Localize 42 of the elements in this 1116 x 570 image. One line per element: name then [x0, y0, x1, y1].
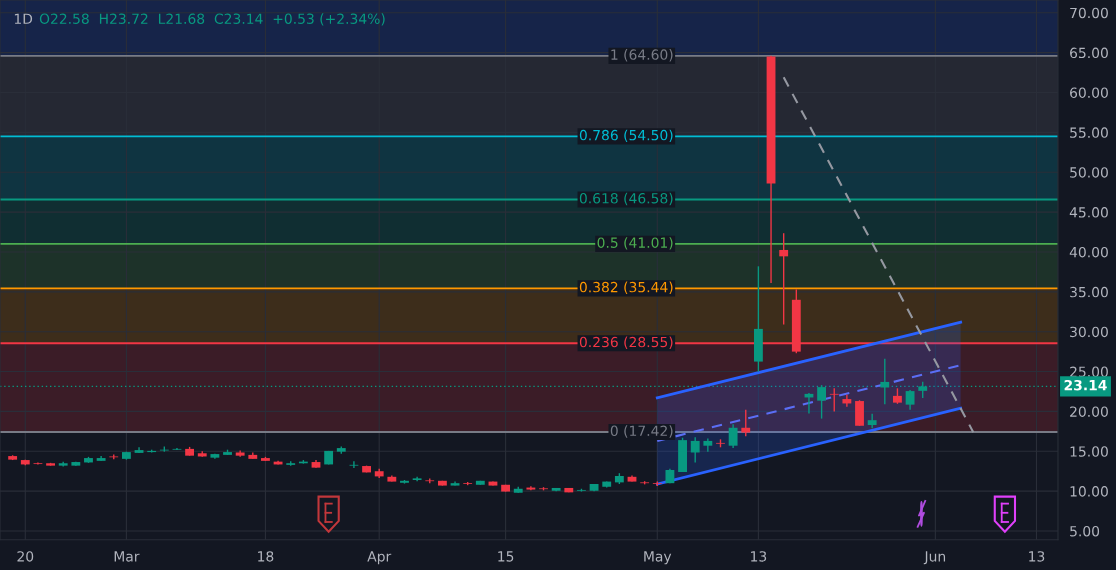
- ref-line-label: 0.236 (28.55): [579, 336, 673, 349]
- y-tick-label: 70.00: [1070, 7, 1108, 19]
- ref-line-label: 0 (17.42): [610, 425, 673, 438]
- candlestick: [741, 409, 751, 437]
- candlestick: [349, 460, 359, 469]
- candlestick: [842, 393, 852, 408]
- x-tick-label: 13: [1029, 551, 1045, 562]
- x-tick-label: Apr: [367, 551, 392, 565]
- y-tick-label: 40.00: [1069, 246, 1108, 258]
- y-tick-label: 10.00: [1070, 486, 1108, 497]
- y-tick-label: 15.00: [1070, 446, 1108, 457]
- x-tick-label: 20: [17, 551, 34, 562]
- y-tick-label: 20.00: [1070, 406, 1108, 417]
- ref-line-label: 23.14: [1064, 379, 1107, 391]
- ref-line-label: 0.618 (46.58): [579, 192, 673, 206]
- ref-line-label: 0.382 (35.44): [579, 281, 673, 294]
- x-tick-label: 15: [498, 551, 514, 562]
- ref-line-label: 1 (64.60): [611, 49, 673, 62]
- candlestick: [690, 436, 700, 464]
- candlestick: [905, 389, 915, 411]
- ref-line-label: 0.786 (54.50): [579, 129, 673, 143]
- y-tick-label: 50.00: [1070, 167, 1108, 178]
- x-tick-label: Mar: [114, 551, 140, 562]
- candlestick: [779, 232, 789, 326]
- candlestick: [867, 413, 877, 429]
- x-tick-label: 13: [751, 551, 767, 562]
- y-tick-label: 60.00: [1070, 87, 1108, 98]
- y-tick-label: 25.00: [1070, 366, 1108, 378]
- y-tick-label: 45.00: [1069, 207, 1108, 218]
- y-tick-label: 55.00: [1070, 127, 1108, 138]
- candlestick: [829, 387, 839, 413]
- x-tick-label: 18: [258, 551, 274, 562]
- y-tick-label: 35.00: [1070, 286, 1108, 298]
- text: 1D: [14, 13, 33, 24]
- candlestick: [728, 423, 738, 449]
- text: O22.58 H23.72 L21.68 C23.14 +0.53 (+2.34%): [39, 13, 385, 26]
- y-tick-label: 30.00: [1070, 326, 1108, 338]
- y-tick-label: 5.00: [1070, 525, 1100, 537]
- y-tick-label: 65.00: [1070, 47, 1108, 59]
- x-tick-label: May: [644, 551, 672, 565]
- ref-line-label: 0.5 (41.01): [597, 237, 673, 250]
- x-tick-label: Jun: [923, 551, 946, 565]
